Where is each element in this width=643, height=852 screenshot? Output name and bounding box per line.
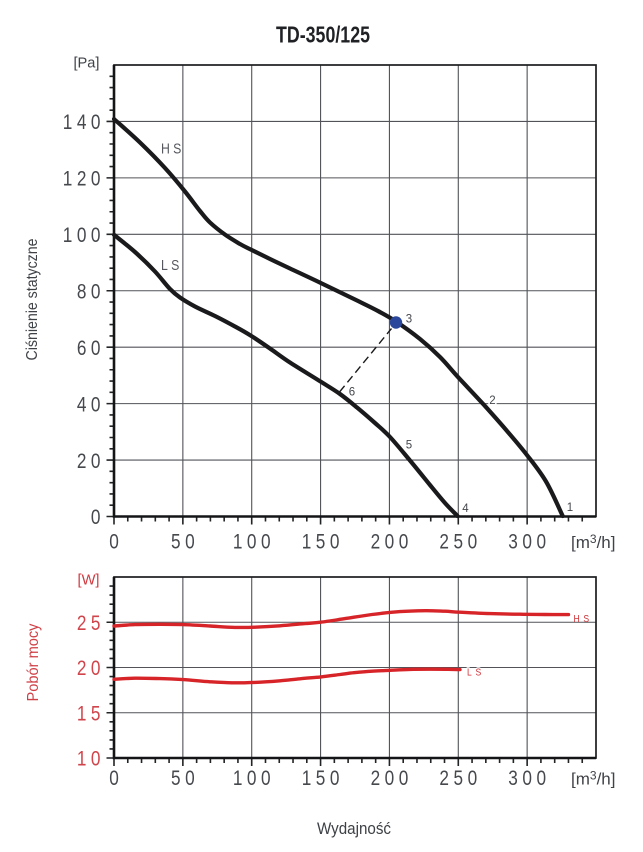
svg-text:200: 200 [371, 531, 413, 554]
svg-text:Ciśnienie statyczne: Ciśnienie statyczne [24, 239, 41, 361]
svg-text:Wydajność: Wydajność [317, 820, 391, 838]
svg-text:3: 3 [406, 314, 412, 326]
svg-text:40: 40 [77, 394, 105, 417]
svg-text:TD-350/125: TD-350/125 [276, 22, 370, 48]
svg-text:100: 100 [233, 768, 275, 791]
svg-text:[m3/h]: [m3/h] [571, 532, 615, 552]
svg-text:150: 150 [302, 768, 344, 791]
svg-text:140: 140 [63, 112, 105, 135]
svg-text:0: 0 [109, 768, 123, 791]
svg-text:60: 60 [77, 337, 105, 360]
svg-text:300: 300 [508, 768, 550, 791]
svg-text:100: 100 [63, 225, 105, 248]
svg-text:HS: HS [574, 613, 593, 625]
svg-text:1: 1 [567, 502, 573, 514]
svg-text:20: 20 [77, 450, 105, 473]
svg-text:4: 4 [462, 503, 469, 515]
svg-text:50: 50 [171, 531, 199, 554]
svg-text:0: 0 [91, 507, 105, 530]
svg-text:LS: LS [467, 667, 485, 679]
svg-text:0: 0 [109, 531, 123, 554]
svg-text:HS: HS [161, 140, 185, 156]
svg-text:300: 300 [508, 531, 550, 554]
svg-text:[m3/h]: [m3/h] [571, 769, 615, 789]
svg-text:80: 80 [77, 281, 105, 304]
svg-text:Pobór mocy: Pobór mocy [25, 623, 42, 701]
svg-text:25: 25 [77, 612, 105, 635]
svg-text:[Pa]: [Pa] [74, 56, 100, 72]
svg-text:6: 6 [349, 387, 355, 399]
svg-text:5: 5 [406, 440, 412, 452]
svg-text:LS: LS [161, 257, 183, 273]
svg-text:20: 20 [77, 658, 105, 681]
svg-text:250: 250 [439, 531, 481, 554]
svg-text:100: 100 [233, 531, 275, 554]
svg-text:50: 50 [171, 768, 199, 791]
svg-text:10: 10 [77, 748, 105, 771]
svg-text:15: 15 [77, 703, 105, 726]
svg-text:250: 250 [439, 768, 481, 791]
svg-text:200: 200 [371, 768, 413, 791]
svg-text:2: 2 [489, 395, 495, 407]
svg-text:[W]: [W] [78, 573, 100, 589]
svg-text:120: 120 [63, 168, 105, 191]
svg-text:150: 150 [302, 531, 344, 554]
